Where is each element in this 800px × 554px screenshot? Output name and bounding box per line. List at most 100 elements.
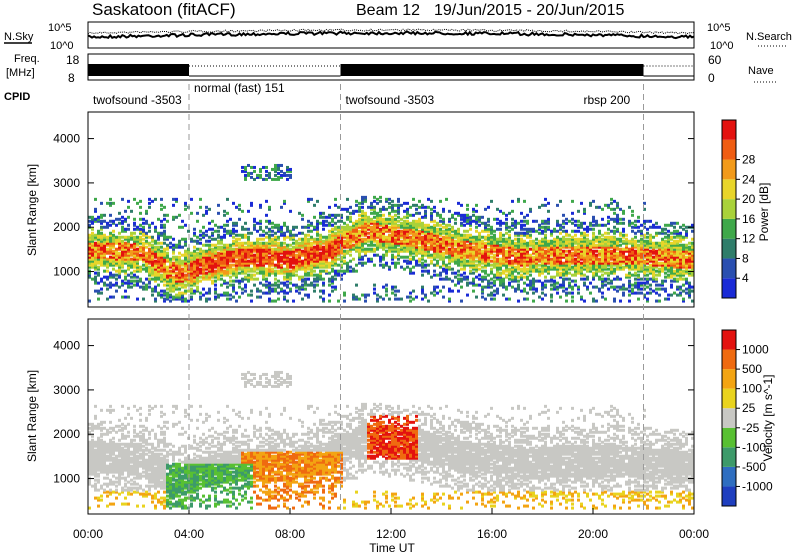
power-cell: [160, 261, 163, 265]
power-cell: [151, 253, 154, 257]
power-cell: [247, 173, 250, 177]
power-cell: [301, 225, 304, 229]
power-cell: [442, 241, 445, 245]
noise-search-trace: [87, 28, 695, 35]
power-cell: [97, 217, 100, 221]
power-cell: [475, 265, 478, 269]
power-cell: [424, 213, 427, 217]
power-cell: [649, 267, 652, 271]
power-cell: [142, 245, 145, 249]
power-cell: [613, 255, 616, 259]
power-cell: [418, 223, 421, 227]
power-cell: [661, 255, 664, 259]
power-cell: [571, 259, 574, 263]
power-cell: [439, 219, 442, 223]
power-cell: [91, 227, 94, 231]
power-cell: [331, 217, 334, 221]
power-cell: [613, 225, 616, 229]
power-cell: [238, 295, 241, 299]
power-cell: [547, 279, 550, 283]
power-cell: [370, 239, 373, 243]
power-cell: [139, 265, 142, 269]
power-cell: [88, 253, 91, 257]
power-cell: [217, 211, 220, 215]
power-cell: [505, 261, 508, 265]
power-cell: [280, 265, 283, 269]
power-cell: [256, 267, 259, 271]
power-cell: [574, 257, 577, 261]
date-range: 19/Jun/2015 - 20/Jun/2015: [434, 2, 624, 19]
power-cell: [517, 221, 520, 225]
power-cell: [88, 265, 91, 269]
power-cell: [226, 267, 229, 271]
power-cell: [616, 265, 619, 269]
power-cell: [397, 235, 400, 239]
power-cell: [511, 273, 514, 277]
power-cell: [436, 227, 439, 231]
power-cell: [115, 255, 118, 259]
power-cell: [184, 239, 187, 243]
power-cell: [103, 241, 106, 245]
power-cell: [235, 269, 238, 273]
power-cell: [112, 221, 115, 225]
power-cell: [178, 277, 181, 281]
power-cell: [607, 259, 610, 263]
power-cell: [409, 223, 412, 227]
power-cell: [112, 229, 115, 233]
power-cell: [340, 245, 343, 249]
power-cell: [337, 225, 340, 229]
power-cell: [190, 261, 193, 265]
power-cell: [553, 241, 556, 245]
power-cell: [643, 233, 646, 237]
power-cell: [349, 239, 352, 243]
power-cell: [520, 257, 523, 261]
power-cell: [499, 221, 502, 225]
power-cell: [370, 203, 373, 207]
power-cell: [199, 279, 202, 283]
power-cell: [559, 295, 562, 299]
power-cell: [616, 277, 619, 281]
power-cell: [178, 245, 181, 249]
power-cell: [550, 261, 553, 265]
power-cell: [412, 219, 415, 223]
power-cell: [532, 263, 535, 267]
power-cell: [277, 225, 280, 229]
power-cell: [409, 247, 412, 251]
power-cell: [94, 261, 97, 265]
power-cell: [193, 257, 196, 261]
power-cell: [301, 251, 304, 255]
power-cell: [541, 285, 544, 289]
power-cell: [151, 287, 154, 291]
power-cell: [568, 243, 571, 247]
power-cell: [637, 245, 640, 249]
power-cell: [199, 241, 202, 245]
power-cell: [559, 253, 562, 257]
power-cell: [139, 257, 142, 261]
power-cell: [478, 251, 481, 255]
power-cell: [517, 287, 520, 291]
power-cell: [118, 247, 121, 251]
power-cell: [268, 247, 271, 251]
power-cell: [130, 253, 133, 257]
power-cell: [358, 219, 361, 223]
power-cell: [436, 261, 439, 265]
power-cell: [631, 245, 634, 249]
power-cell: [490, 285, 493, 289]
power-cell: [553, 243, 556, 247]
power-cell: [622, 249, 625, 253]
power-cell: [559, 267, 562, 271]
power-cell: [247, 253, 250, 257]
power-cell: [577, 287, 580, 291]
power-cell: [97, 271, 100, 275]
power-cell: [391, 249, 394, 253]
power-cell: [325, 257, 328, 261]
power-cell: [457, 239, 460, 243]
power-cell: [382, 225, 385, 229]
power-cell: [133, 197, 136, 201]
power-cell: [337, 235, 340, 239]
power-cell: [166, 253, 169, 257]
power-cell: [607, 235, 610, 239]
power-cell: [298, 255, 301, 259]
power-cell: [331, 231, 334, 235]
power-cell: [508, 267, 511, 271]
